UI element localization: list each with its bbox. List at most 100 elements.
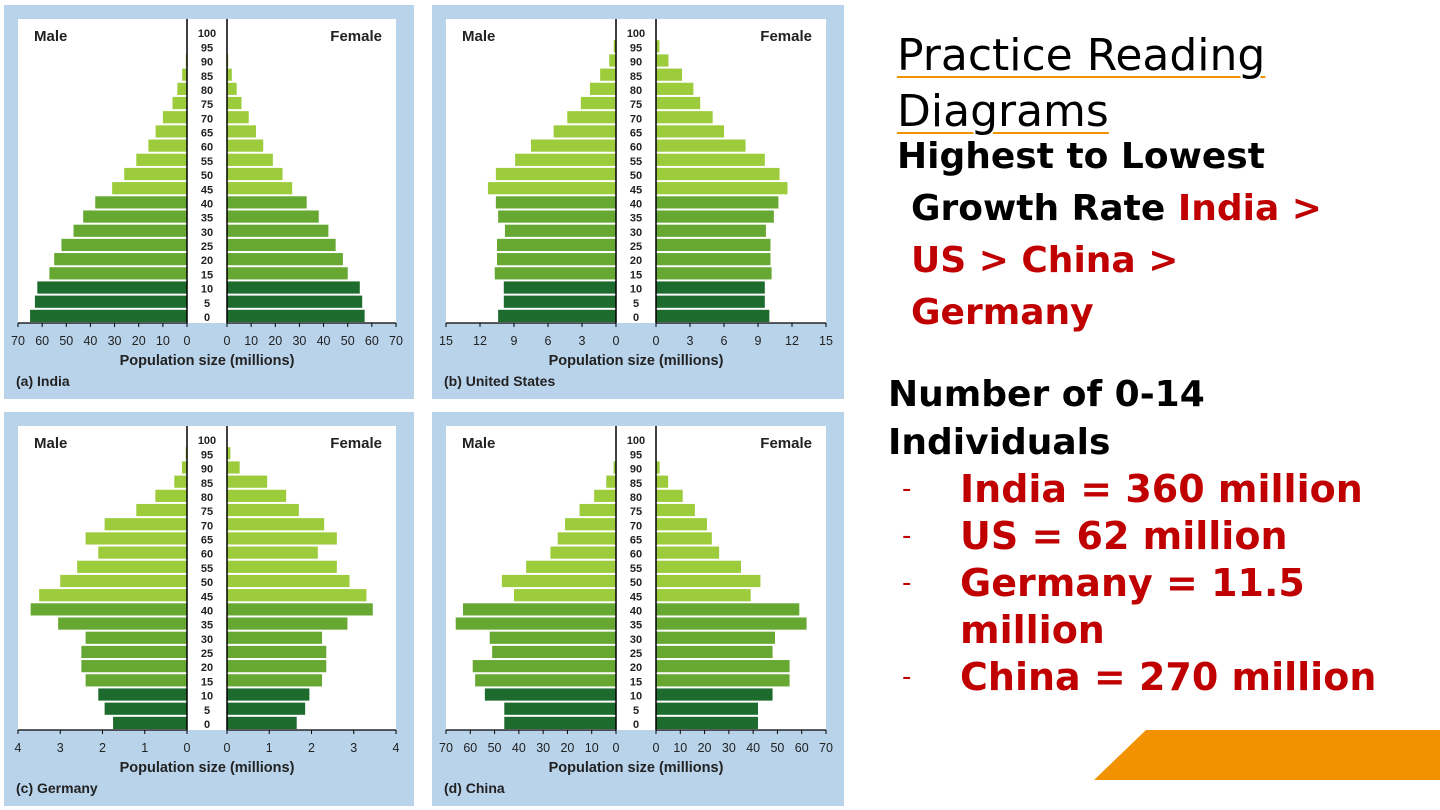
age-tick-label: 40 bbox=[201, 198, 213, 210]
bar-male bbox=[504, 716, 616, 729]
age-tick-label: 60 bbox=[201, 142, 213, 154]
age-tick-label: 5 bbox=[633, 298, 639, 310]
bar-female bbox=[656, 68, 683, 81]
female-label: Female bbox=[760, 28, 812, 45]
x-tick-label-female: 70 bbox=[819, 741, 833, 755]
x-tick-label-male: 1 bbox=[141, 741, 148, 755]
age-tick-label: 50 bbox=[630, 577, 642, 589]
bar-male bbox=[557, 532, 616, 545]
x-tick-label-female: 50 bbox=[341, 334, 355, 348]
age-tick-label: 75 bbox=[201, 506, 213, 518]
age-tick-label: 70 bbox=[630, 113, 642, 125]
age-tick-label: 85 bbox=[201, 478, 213, 490]
x-tick-label-female: 12 bbox=[785, 334, 799, 348]
x-axis-label: Population size (millions) bbox=[120, 353, 295, 369]
bar-female bbox=[656, 574, 761, 588]
bar-male bbox=[492, 645, 616, 659]
x-tick-label-male: 9 bbox=[511, 334, 518, 348]
age-tick-label: 25 bbox=[630, 648, 642, 660]
x-tick-label-male: 0 bbox=[184, 334, 191, 348]
age-tick-label: 65 bbox=[630, 128, 642, 140]
age-tick-label: 20 bbox=[630, 662, 642, 674]
x-tick-label-female: 0 bbox=[653, 334, 660, 348]
bar-female bbox=[656, 702, 758, 715]
bar-male bbox=[498, 309, 616, 322]
x-tick-label-male: 40 bbox=[83, 334, 97, 348]
x-tick-label-female: 10 bbox=[673, 741, 687, 755]
age-tick-label: 20 bbox=[630, 255, 642, 267]
bar-female bbox=[656, 111, 713, 124]
x-tick-label-male: 40 bbox=[512, 741, 526, 755]
x-tick-label-male: 30 bbox=[536, 741, 550, 755]
x-tick-label-male: 0 bbox=[613, 334, 620, 348]
x-tick-label-female: 60 bbox=[795, 741, 809, 755]
bar-male bbox=[54, 253, 187, 266]
bar-female bbox=[227, 603, 373, 616]
slide-title-line1: Practice Reading bbox=[897, 30, 1266, 81]
age-tick-label: 95 bbox=[201, 449, 213, 461]
bar-male bbox=[553, 125, 616, 138]
bar-male bbox=[112, 182, 187, 195]
bar-male bbox=[475, 674, 616, 687]
bar-male bbox=[495, 167, 616, 181]
bar-male bbox=[98, 688, 187, 701]
age-tick-label: 30 bbox=[201, 634, 213, 646]
bar-male bbox=[613, 40, 616, 53]
pyramid-panel-germany: 0 5 10 15 20 25 30 35 40 45 50 55 60 65 70 75 80 85 90 95 10… bbox=[4, 412, 414, 806]
bar-female bbox=[227, 461, 240, 474]
bar-female bbox=[227, 281, 360, 294]
age-tick-label: 30 bbox=[201, 227, 213, 239]
bar-female bbox=[227, 68, 232, 81]
bar-female bbox=[656, 210, 774, 223]
bar-female bbox=[656, 688, 773, 701]
x-tick-label-male: 15 bbox=[439, 334, 453, 348]
bar-male bbox=[34, 295, 188, 308]
list-item: - China = 270 million bbox=[902, 655, 1377, 699]
bar-male bbox=[494, 267, 616, 280]
bar-male bbox=[495, 196, 616, 209]
bar-male bbox=[162, 111, 187, 124]
bar-female bbox=[227, 167, 283, 181]
age-tick-label: 0 bbox=[204, 719, 210, 731]
bar-female bbox=[227, 617, 348, 630]
bar-male bbox=[136, 153, 187, 166]
age-tick-label: 45 bbox=[630, 184, 642, 196]
bar-male bbox=[501, 574, 616, 588]
age-tick-label: 100 bbox=[198, 435, 216, 447]
bar-female bbox=[227, 182, 293, 195]
bar-female bbox=[656, 40, 660, 53]
bar-male bbox=[95, 196, 187, 209]
bar-female bbox=[656, 54, 669, 67]
age-tick-label: 75 bbox=[201, 99, 213, 111]
bar-female bbox=[227, 111, 249, 124]
bar-female bbox=[227, 660, 327, 673]
male-label: Male bbox=[462, 28, 495, 45]
age-tick-label: 35 bbox=[201, 620, 213, 632]
x-axis-label: Population size (millions) bbox=[120, 760, 295, 776]
x-tick-label-female: 10 bbox=[244, 334, 258, 348]
age-tick-label: 5 bbox=[204, 298, 210, 310]
bar-female bbox=[227, 210, 319, 223]
growth-order-2: US > China > bbox=[911, 240, 1179, 281]
x-tick-label-male: 70 bbox=[439, 741, 453, 755]
bar-male bbox=[515, 153, 616, 166]
bar-female bbox=[656, 224, 766, 237]
x-tick-label-female: 6 bbox=[721, 334, 728, 348]
bar-male bbox=[30, 603, 187, 616]
bar-male bbox=[589, 82, 616, 95]
bar-male bbox=[174, 475, 187, 488]
slide-title: Practice Reading Diagrams bbox=[897, 28, 1317, 140]
age-tick-label: 95 bbox=[630, 42, 642, 54]
age-tick-label: 50 bbox=[201, 170, 213, 182]
bar-female bbox=[227, 631, 323, 644]
bar-male bbox=[172, 96, 187, 110]
age-tick-label: 60 bbox=[630, 142, 642, 154]
bar-female bbox=[656, 503, 695, 517]
bar-female bbox=[656, 674, 790, 687]
bar-female bbox=[227, 139, 264, 152]
bar-female bbox=[227, 475, 268, 488]
growth-order-1: India > bbox=[1177, 188, 1322, 229]
age-tick-label: 80 bbox=[630, 85, 642, 97]
male-label: Male bbox=[34, 435, 67, 452]
x-axis-label: Population size (millions) bbox=[549, 353, 724, 369]
